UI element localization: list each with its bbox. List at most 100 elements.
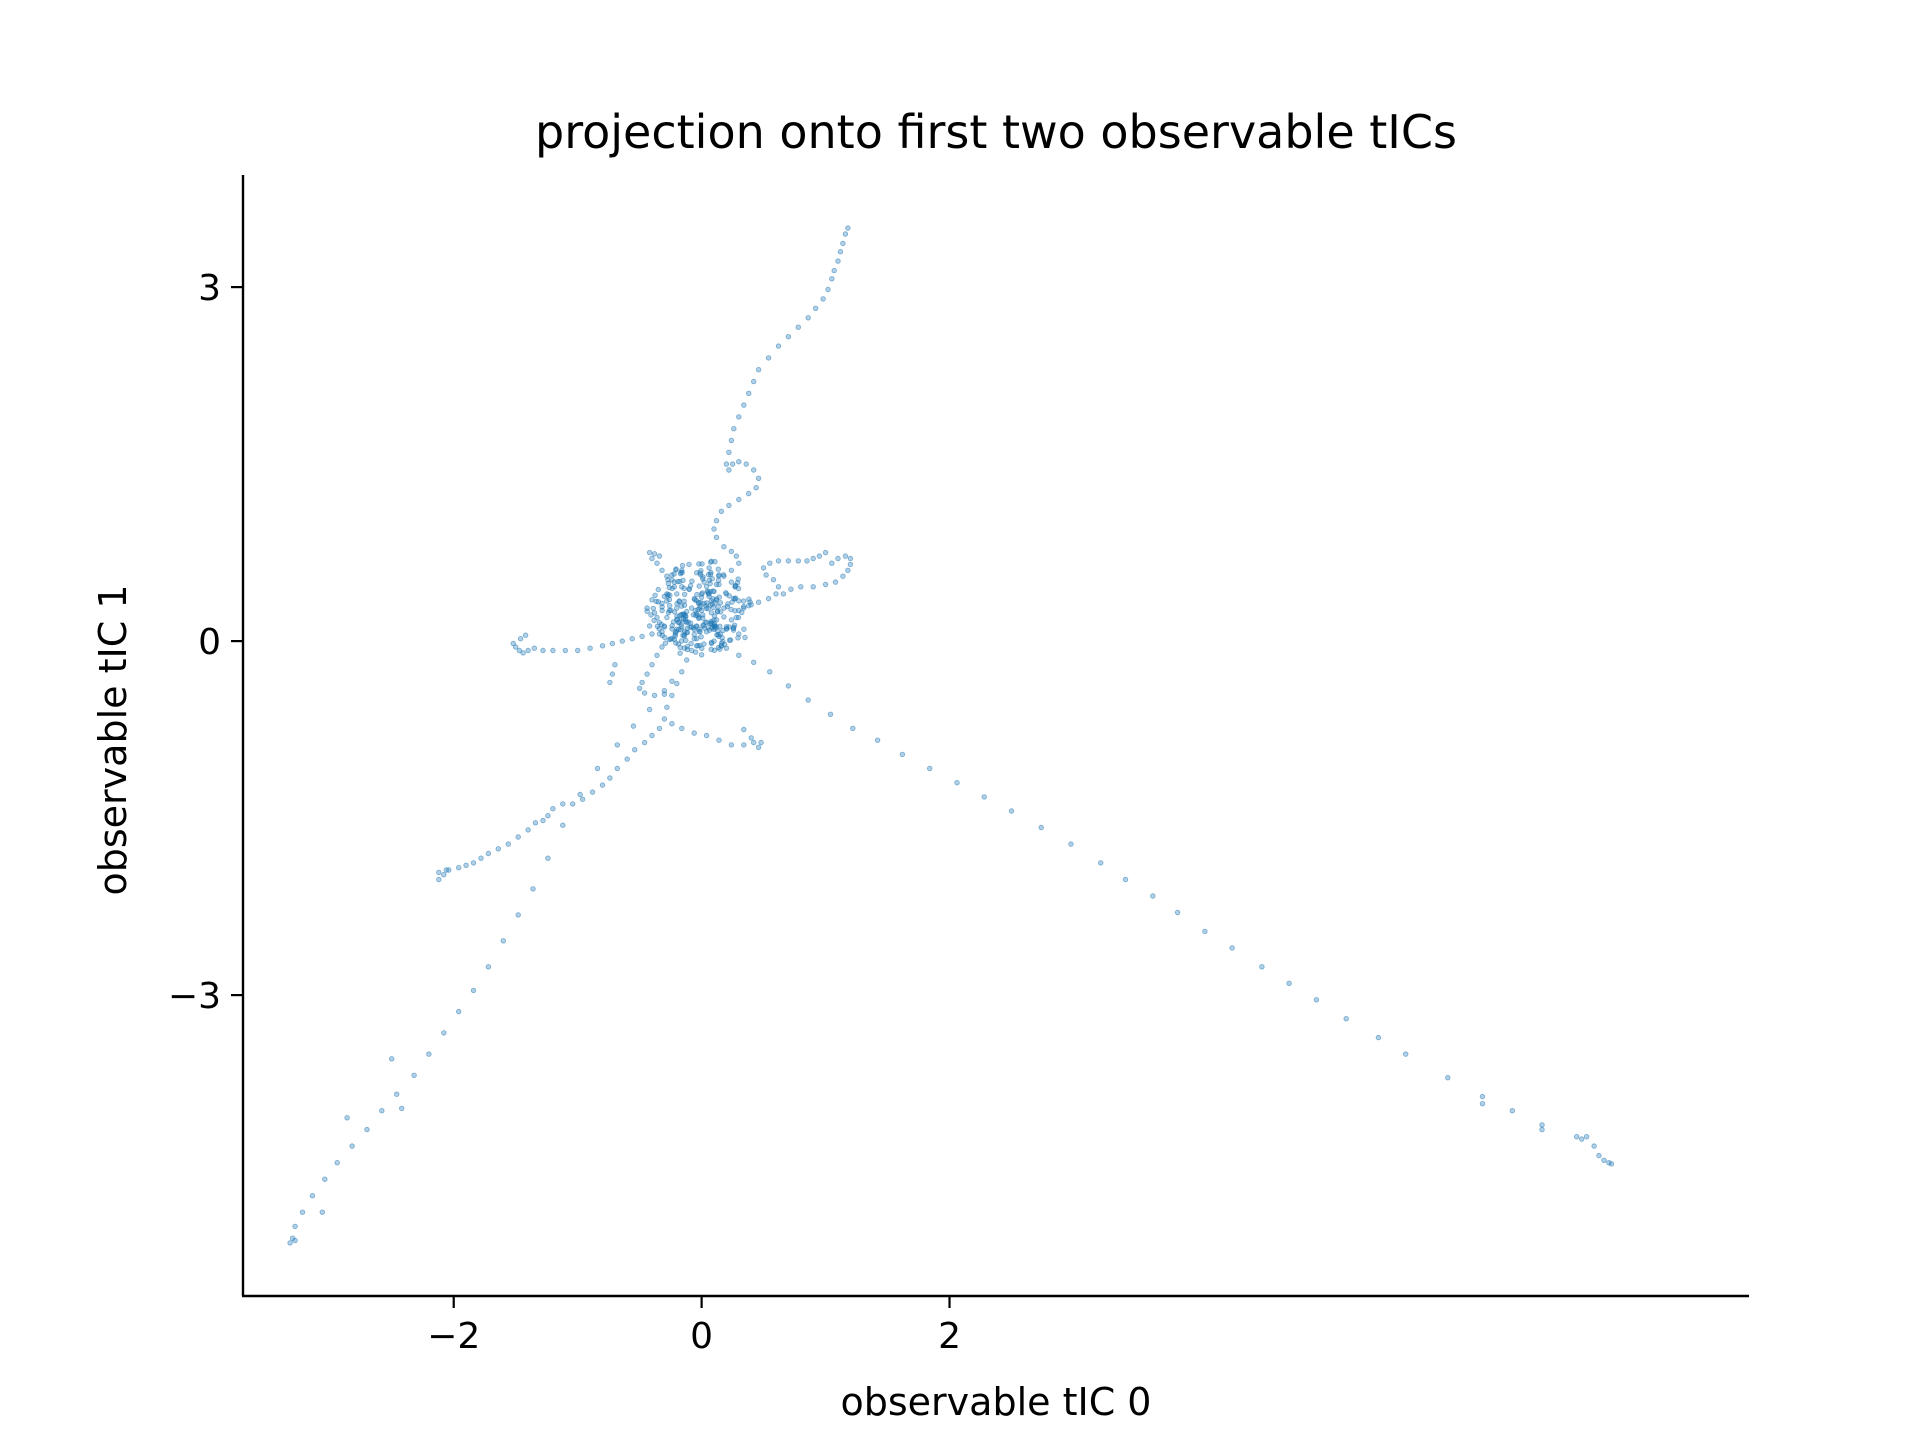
- data-point: [736, 414, 742, 420]
- data-point: [728, 742, 735, 748]
- data-point: [832, 579, 839, 585]
- data-point: [713, 617, 720, 623]
- data-point: [636, 685, 643, 691]
- data-point: [755, 599, 762, 605]
- data-point: [899, 751, 906, 758]
- data-point: [505, 841, 511, 847]
- data-point: [728, 548, 735, 555]
- data-point: [334, 1159, 340, 1166]
- data-point: [805, 315, 811, 321]
- data-point: [731, 624, 737, 630]
- data-point: [709, 576, 715, 582]
- data-point: [322, 1176, 328, 1182]
- data-point: [775, 584, 782, 590]
- data-point: [758, 739, 764, 746]
- data-point: [746, 596, 752, 602]
- data-point: [723, 461, 730, 467]
- data-point: [664, 598, 670, 604]
- data-point: [641, 739, 648, 746]
- data-point: [699, 645, 705, 652]
- data-point: [441, 1030, 447, 1036]
- data-point: [736, 496, 742, 503]
- data-point: [689, 578, 695, 584]
- data-point: [735, 635, 741, 641]
- data-point: [686, 561, 692, 568]
- data-point: [683, 637, 689, 644]
- data-point: [835, 555, 841, 562]
- data-point: [683, 613, 689, 620]
- data-point: [755, 744, 762, 750]
- data-point: [829, 560, 835, 566]
- data-point: [441, 872, 447, 878]
- data-point: [688, 620, 694, 626]
- data-point: [426, 1051, 432, 1057]
- data-point: [587, 645, 593, 651]
- data-point: [562, 647, 568, 654]
- data-point: [741, 598, 747, 604]
- data-point: [674, 591, 680, 597]
- data-point: [927, 765, 933, 772]
- data-point: [379, 1107, 385, 1114]
- data-point: [1578, 1136, 1585, 1142]
- data-point: [696, 626, 702, 632]
- data-point: [742, 634, 748, 641]
- data-point: [671, 571, 677, 577]
- data-point: [646, 706, 653, 713]
- data-point: [717, 600, 724, 606]
- data-point: [674, 680, 680, 687]
- data-point: [746, 390, 752, 396]
- data-point: [729, 461, 736, 467]
- data-point: [795, 324, 801, 330]
- data-point: [840, 240, 846, 247]
- data-point: [672, 629, 678, 636]
- data-point: [681, 591, 688, 598]
- data-point: [679, 562, 686, 569]
- data-point: [641, 690, 648, 696]
- data-point: [1479, 1100, 1486, 1107]
- data-point: [629, 636, 635, 642]
- data-point: [1573, 1133, 1580, 1140]
- data-point: [726, 449, 732, 455]
- data-point: [669, 623, 675, 629]
- data-point: [695, 643, 701, 649]
- data-point: [795, 558, 801, 564]
- data-point: [728, 617, 735, 623]
- data-point: [650, 605, 656, 612]
- data-point: [700, 574, 706, 580]
- data-point: [798, 584, 804, 590]
- data-point: [842, 553, 849, 559]
- data-point: [589, 789, 596, 795]
- data-point: [674, 616, 680, 622]
- data-point: [662, 640, 669, 646]
- data-point: [659, 632, 665, 639]
- data-point: [681, 633, 687, 639]
- data-point: [716, 594, 722, 600]
- data-point: [676, 599, 682, 605]
- data-point: [733, 553, 739, 559]
- data-point: [700, 615, 706, 621]
- data-point: [741, 726, 747, 733]
- data-point: [550, 647, 556, 654]
- data-point: [515, 912, 521, 918]
- data-point: [654, 652, 660, 658]
- data-point: [349, 1143, 355, 1149]
- data-point: [716, 572, 722, 578]
- data-point: [693, 597, 699, 604]
- data-point: [411, 1072, 417, 1078]
- data-point: [716, 737, 722, 743]
- data-point: [520, 650, 526, 656]
- data-point: [741, 605, 747, 611]
- data-point: [652, 592, 658, 598]
- data-point: [1068, 841, 1074, 847]
- data-point: [827, 711, 834, 717]
- data-point: [719, 635, 725, 641]
- data-point: [751, 467, 757, 473]
- data-point: [287, 1240, 293, 1246]
- data-point: [805, 697, 811, 703]
- data-point: [1539, 1126, 1545, 1133]
- data-point: [560, 822, 566, 828]
- data-point: [775, 558, 782, 564]
- data-point: [661, 691, 668, 697]
- data-point: [516, 647, 523, 654]
- data-point: [733, 614, 739, 621]
